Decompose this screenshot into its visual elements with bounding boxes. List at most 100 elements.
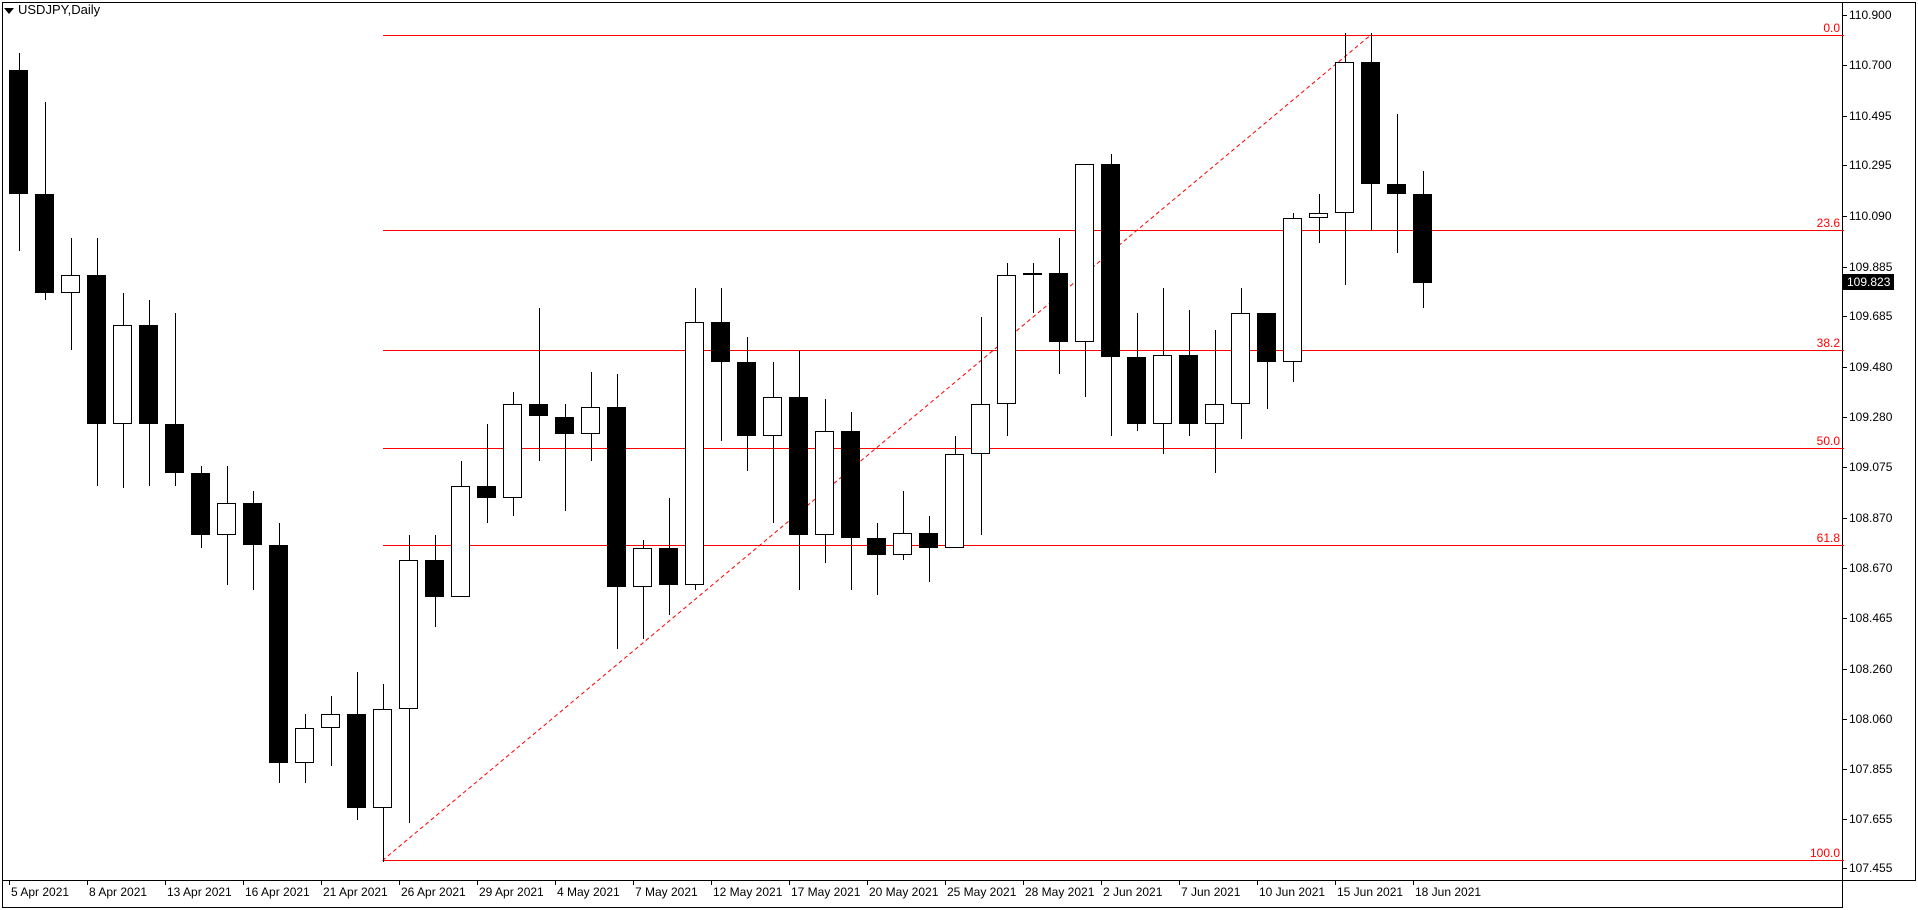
candle-body[interactable]: [1413, 194, 1432, 283]
candle-body[interactable]: [893, 533, 912, 555]
x-tick-mark: [1101, 881, 1102, 885]
candle-body[interactable]: [35, 194, 54, 293]
candle-body[interactable]: [1153, 355, 1172, 424]
y-tick-label: 109.885: [1849, 260, 1892, 274]
candle-body[interactable]: [763, 397, 782, 437]
candle-body[interactable]: [503, 404, 522, 498]
chart-plot-area[interactable]: 0.023.638.250.061.8100.0: [2, 2, 1843, 881]
candle-body[interactable]: [373, 709, 392, 808]
candle-body[interactable]: [1127, 357, 1146, 424]
y-tick-mark: [1843, 367, 1847, 368]
candle-body[interactable]: [789, 397, 808, 536]
x-tick-mark: [711, 881, 712, 885]
y-tick-mark: [1843, 568, 1847, 569]
candle-body[interactable]: [113, 325, 132, 424]
candle-wick: [1319, 194, 1320, 244]
candle-body[interactable]: [1075, 164, 1094, 342]
candle-wick: [71, 238, 72, 349]
candle-body[interactable]: [607, 407, 626, 588]
candle-body[interactable]: [165, 424, 184, 474]
candle-wick: [929, 516, 930, 583]
x-tick-label: 7 May 2021: [635, 885, 698, 899]
x-tick-label: 10 Jun 2021: [1259, 885, 1325, 899]
fib-level-line[interactable]: [383, 35, 1845, 36]
y-tick-mark: [1843, 518, 1847, 519]
y-tick-label: 108.060: [1849, 712, 1892, 726]
chart-container: USDJPY,Daily 0.023.638.250.061.8100.0 10…: [0, 0, 1918, 910]
candle-body[interactable]: [61, 275, 80, 292]
candle-body[interactable]: [9, 70, 28, 194]
y-tick-label: 108.465: [1849, 611, 1892, 625]
candle-body[interactable]: [971, 404, 990, 454]
candle-body[interactable]: [685, 322, 704, 584]
candle-body[interactable]: [191, 473, 210, 535]
candle-body[interactable]: [711, 322, 730, 362]
candle-body[interactable]: [217, 503, 236, 535]
candle-body[interactable]: [815, 431, 834, 535]
y-tick-label: 108.670: [1849, 561, 1892, 575]
dropdown-icon[interactable]: [4, 8, 14, 14]
candle-body[interactable]: [477, 486, 496, 498]
time-axis[interactable]: 5 Apr 20218 Apr 202113 Apr 202116 Apr 20…: [2, 881, 1843, 908]
candle-body[interactable]: [87, 275, 106, 424]
candle-body[interactable]: [867, 538, 886, 555]
candle-body[interactable]: [529, 404, 548, 416]
y-tick-mark: [1843, 15, 1847, 16]
candle-body[interactable]: [1387, 184, 1406, 194]
x-tick-label: 18 Jun 2021: [1415, 885, 1481, 899]
candle-body[interactable]: [295, 728, 314, 763]
x-tick-label: 13 Apr 2021: [167, 885, 232, 899]
fib-level-line[interactable]: [383, 545, 1845, 546]
price-axis[interactable]: 107.455107.655107.855108.060108.260108.4…: [1843, 2, 1916, 881]
candle-body[interactable]: [321, 714, 340, 729]
candle-body[interactable]: [1049, 273, 1068, 342]
candle-wick: [877, 523, 878, 595]
candle-body[interactable]: [399, 560, 418, 709]
y-tick-mark: [1843, 467, 1847, 468]
fib-level-line[interactable]: [383, 448, 1845, 449]
candle-body[interactable]: [1023, 273, 1042, 275]
candle-body[interactable]: [1101, 164, 1120, 357]
candle-body[interactable]: [997, 275, 1016, 404]
candle-body[interactable]: [1309, 213, 1328, 218]
candle-wick: [331, 696, 332, 765]
candle-body[interactable]: [1179, 355, 1198, 424]
y-tick-mark: [1843, 618, 1847, 619]
candle-body[interactable]: [555, 417, 574, 434]
fib-level-label: 23.6: [1817, 216, 1840, 230]
y-tick-label: 110.295: [1849, 158, 1892, 172]
y-tick-label: 107.655: [1849, 812, 1892, 826]
chart-title-text: USDJPY,Daily: [18, 2, 100, 17]
x-tick-label: 16 Apr 2021: [245, 885, 310, 899]
y-tick-mark: [1843, 116, 1847, 117]
candle-body[interactable]: [451, 486, 470, 597]
x-tick-label: 26 Apr 2021: [401, 885, 466, 899]
candle-body[interactable]: [1335, 62, 1354, 213]
y-tick-mark: [1843, 769, 1847, 770]
x-tick-label: 4 May 2021: [557, 885, 620, 899]
candle-body[interactable]: [1205, 404, 1224, 424]
candle-body[interactable]: [737, 362, 756, 436]
candle-body[interactable]: [269, 545, 288, 763]
candle-body[interactable]: [659, 548, 678, 585]
candle-body[interactable]: [1257, 313, 1276, 363]
chart-title[interactable]: USDJPY,Daily: [4, 2, 100, 17]
candle-body[interactable]: [581, 407, 600, 434]
candle-body[interactable]: [919, 533, 938, 548]
candle-body[interactable]: [841, 431, 860, 537]
candle-body[interactable]: [347, 714, 366, 808]
candle-body[interactable]: [633, 548, 652, 588]
candle-body[interactable]: [1231, 313, 1250, 405]
candle-wick: [721, 288, 722, 442]
candle-body[interactable]: [1361, 62, 1380, 183]
y-tick-mark: [1843, 65, 1847, 66]
y-tick-label: 107.455: [1849, 861, 1892, 875]
candle-body[interactable]: [243, 503, 262, 545]
candle-body[interactable]: [425, 560, 444, 597]
y-tick-label: 109.280: [1849, 410, 1892, 424]
candle-wick: [1033, 263, 1034, 313]
candle-body[interactable]: [139, 325, 158, 424]
candle-body[interactable]: [945, 454, 964, 548]
candle-body[interactable]: [1283, 218, 1302, 362]
fib-level-line[interactable]: [383, 860, 1845, 861]
